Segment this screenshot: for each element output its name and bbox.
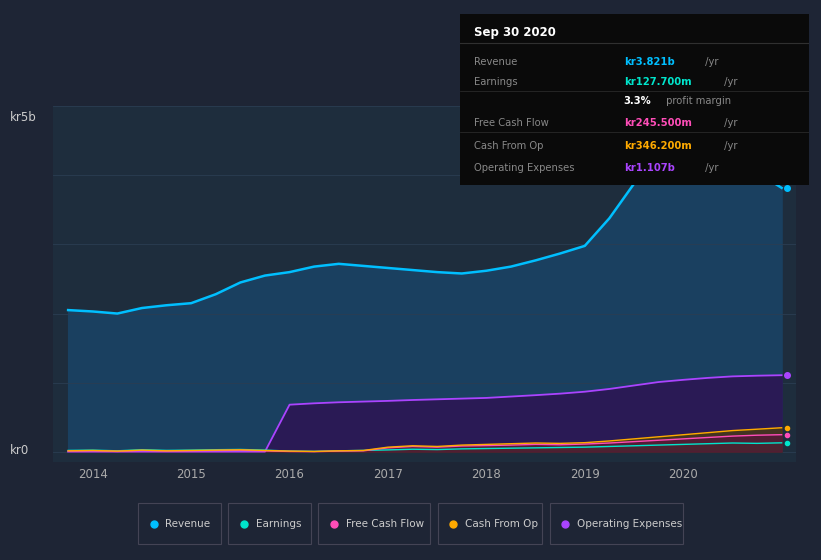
Text: Free Cash Flow: Free Cash Flow (346, 519, 424, 529)
Text: /yr: /yr (722, 118, 738, 128)
Text: Cash From Op: Cash From Op (465, 519, 538, 529)
Text: kr0: kr0 (10, 444, 29, 458)
Text: kr245.500m: kr245.500m (624, 118, 691, 128)
Text: /yr: /yr (722, 77, 738, 87)
Text: kr346.200m: kr346.200m (624, 141, 691, 151)
Text: profit margin: profit margin (663, 96, 731, 106)
Text: Operating Expenses: Operating Expenses (474, 163, 574, 172)
FancyBboxPatch shape (438, 503, 543, 544)
FancyBboxPatch shape (228, 503, 311, 544)
Text: kr1.107b: kr1.107b (624, 163, 675, 172)
FancyBboxPatch shape (319, 503, 430, 544)
Text: kr5b: kr5b (10, 111, 37, 124)
Text: /yr: /yr (702, 163, 718, 172)
FancyBboxPatch shape (138, 503, 221, 544)
Text: Free Cash Flow: Free Cash Flow (474, 118, 548, 128)
Text: kr127.700m: kr127.700m (624, 77, 691, 87)
Text: Revenue: Revenue (474, 57, 517, 67)
Text: Cash From Op: Cash From Op (474, 141, 544, 151)
FancyBboxPatch shape (549, 503, 683, 544)
Text: 3.3%: 3.3% (624, 96, 652, 106)
Text: Earnings: Earnings (474, 77, 517, 87)
Text: Earnings: Earnings (255, 519, 301, 529)
Text: /yr: /yr (722, 141, 738, 151)
Text: Revenue: Revenue (165, 519, 210, 529)
Text: /yr: /yr (702, 57, 718, 67)
Text: kr3.821b: kr3.821b (624, 57, 675, 67)
Text: Sep 30 2020: Sep 30 2020 (474, 26, 556, 39)
Text: Operating Expenses: Operating Expenses (577, 519, 682, 529)
